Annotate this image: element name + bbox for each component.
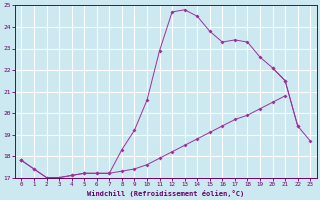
X-axis label: Windchill (Refroidissement éolien,°C): Windchill (Refroidissement éolien,°C) xyxy=(87,190,244,197)
